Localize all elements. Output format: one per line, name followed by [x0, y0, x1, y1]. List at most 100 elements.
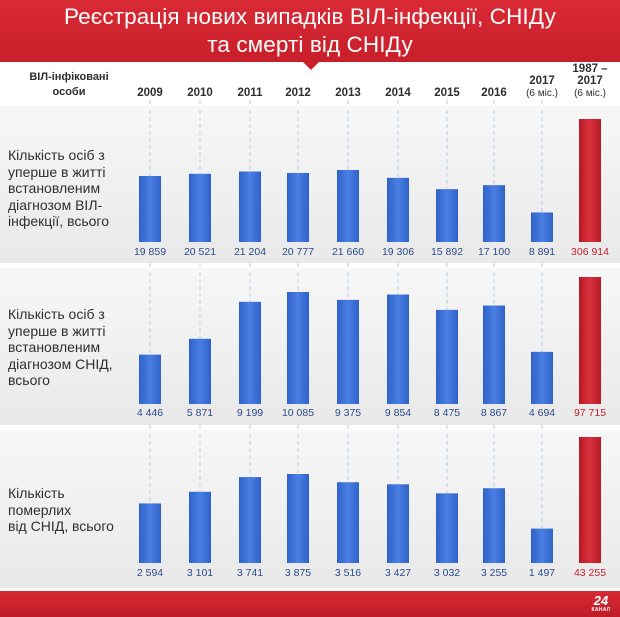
year-label: 2017 [577, 75, 603, 87]
value-label: 21 660 [332, 246, 364, 258]
value-label: 43 255 [574, 567, 606, 579]
bar [189, 491, 211, 563]
row-label-line: діагнозом СНІД, [8, 355, 113, 372]
bar [239, 301, 261, 404]
row-label-line: Кількість осіб з [8, 306, 105, 322]
footer-bar: 24 КАНАЛ [0, 591, 620, 617]
bar [337, 482, 359, 563]
bar [387, 177, 409, 242]
bar [531, 528, 553, 563]
bar [483, 305, 505, 404]
value-label: 20 521 [184, 246, 216, 258]
value-label: 3 741 [237, 567, 263, 579]
bar-total [579, 277, 601, 404]
bar [139, 503, 161, 563]
year-label: 2016 [481, 87, 507, 99]
row-label-line: всього [8, 372, 50, 388]
bar [239, 477, 261, 563]
value-label: 306 914 [571, 246, 609, 258]
year-label: 2012 [285, 87, 311, 99]
value-label: 8 867 [481, 407, 507, 419]
panel-aids-deaths [0, 430, 620, 588]
value-label: 10 085 [282, 407, 314, 419]
bar [387, 484, 409, 563]
value-label: 2 594 [137, 567, 163, 579]
year-label: 2011 [238, 87, 264, 99]
value-label: 3 427 [385, 567, 411, 579]
bar [189, 173, 211, 242]
value-label: 19 306 [382, 246, 414, 258]
bar [436, 309, 458, 404]
title-line-1: Реєстрація нових випадків ВІЛ-інфекції, … [64, 4, 556, 29]
bar [337, 170, 359, 242]
bar [239, 171, 261, 242]
value-label: 9 854 [385, 407, 411, 419]
value-label: 8 475 [434, 407, 460, 419]
bar [436, 493, 458, 563]
value-label: 3 032 [434, 567, 460, 579]
value-label: 15 892 [431, 246, 463, 258]
value-label: 1 497 [529, 567, 555, 579]
bar-total [579, 437, 601, 563]
value-label: 3 101 [187, 567, 213, 579]
column-header-line-1: ВІЛ-інфіковані [29, 71, 109, 83]
column-header-line-2: особи [52, 86, 86, 98]
bar [531, 351, 553, 404]
bar [387, 294, 409, 404]
value-label: 8 891 [529, 246, 555, 258]
bar [337, 299, 359, 404]
year-label: 2015 [434, 87, 460, 99]
row-label-line: встановленим [8, 339, 101, 355]
value-label: 3 516 [335, 567, 361, 579]
row-label-hiv: Кількість осіб з уперше в житті встановл… [8, 147, 130, 230]
year-label: 2010 [187, 87, 213, 99]
bar [436, 189, 458, 242]
bar [139, 175, 161, 242]
row-label-line: інфекції, всього [8, 213, 110, 229]
row-label-line: діагнозом ВІЛ- [8, 196, 103, 213]
bar [139, 354, 161, 404]
value-label: 3 255 [481, 567, 507, 579]
row-label-line: від СНІД, всього [8, 518, 114, 534]
year-label: 2013 [335, 87, 361, 99]
row-label-aids: Кількість осіб з уперше в житті встановл… [8, 306, 130, 389]
bar [483, 185, 505, 242]
channel-24-logo: 24 КАНАЛ [590, 594, 612, 613]
value-label: 97 715 [574, 407, 606, 419]
row-label-line: Кількість померлих [8, 485, 72, 518]
year-sublabel: (6 міс.) [526, 88, 558, 99]
title-banner: Реєстрація нових випадків ВІЛ-інфекції, … [0, 0, 620, 62]
title-pointer [303, 62, 319, 70]
bar-total [579, 119, 601, 242]
value-label: 20 777 [282, 246, 314, 258]
title-line-2: та смерті від СНІДу [207, 32, 413, 57]
year-label: 2017 [529, 75, 555, 87]
bar [483, 488, 505, 563]
logo-number: 24 [593, 593, 609, 608]
panel-hiv-cases [0, 106, 620, 263]
bar [531, 212, 553, 242]
bar [287, 474, 309, 563]
value-label: 4 694 [529, 407, 555, 419]
logo-text: КАНАЛ [591, 607, 611, 613]
value-label: 21 204 [234, 246, 266, 258]
panel-aids-cases [0, 268, 620, 425]
value-label: 3 875 [285, 567, 311, 579]
year-label: 2009 [137, 87, 163, 99]
row-label-line: уперше в житті [8, 163, 106, 180]
value-label: 17 100 [478, 246, 510, 258]
column-header-label: ВІЛ-інфіковані особи [14, 70, 124, 100]
value-label: 9 199 [237, 407, 263, 419]
row-label-deaths: Кількість померлих від СНІД, всього [8, 485, 130, 535]
bar [287, 292, 309, 404]
value-label: 9 375 [335, 407, 361, 419]
bar [189, 338, 211, 404]
row-label-line: Кількість осіб з [8, 147, 105, 163]
year-label: 2014 [385, 87, 411, 99]
year-sublabel: (6 міс.) [574, 88, 606, 99]
row-label-line: встановленим [8, 180, 101, 196]
value-label: 19 859 [134, 246, 166, 258]
year-label: 1987 – [572, 63, 608, 75]
value-label: 5 871 [187, 407, 213, 419]
